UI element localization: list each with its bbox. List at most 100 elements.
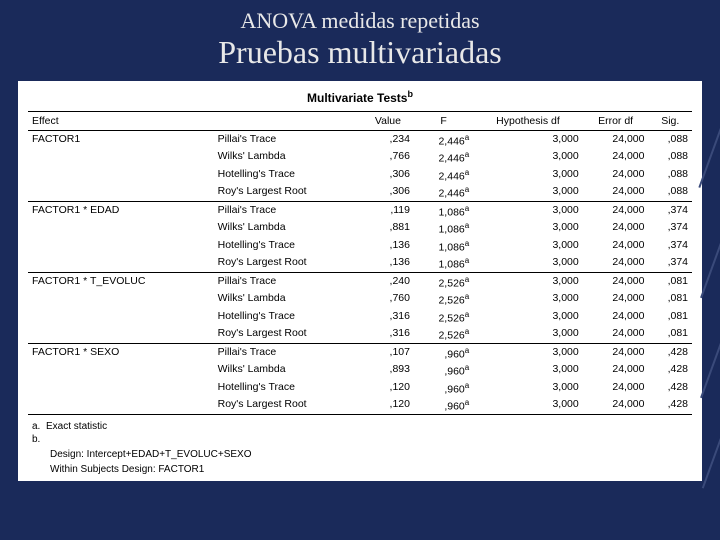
cell-edf: 24,000 — [583, 149, 649, 167]
cell-f: ,960a — [414, 344, 473, 362]
table-row: Roy's Largest Root,120,960a3,00024,000,4… — [28, 397, 692, 415]
cell-edf: 24,000 — [583, 326, 649, 344]
cell-test: Roy's Largest Root — [214, 326, 362, 344]
design-line-1: Design: Intercept+EDAD+T_EVOLUC+SEXO — [32, 449, 688, 460]
cell-edf: 24,000 — [583, 273, 649, 291]
table-row: FACTOR1 * EDADPillai's Trace,1191,086a3,… — [28, 202, 692, 220]
cell-edf: 24,000 — [583, 397, 649, 415]
cell-value: ,306 — [362, 166, 414, 184]
cell-f: 2,526a — [414, 273, 473, 291]
table-caption-text: Multivariate Tests — [307, 91, 407, 105]
cell-value: ,107 — [362, 344, 414, 362]
cell-test: Pillai's Trace — [214, 202, 362, 220]
cell-value: ,136 — [362, 237, 414, 255]
cell-f: ,960a — [414, 362, 473, 380]
multivariate-tests-table: Effect Value F Hypothesis df Error df Si… — [28, 111, 692, 415]
col-effect: Effect — [28, 112, 214, 131]
cell-effect — [28, 237, 214, 255]
cell-test: Wilks' Lambda — [214, 291, 362, 309]
cell-sig: ,428 — [648, 362, 692, 380]
cell-test: Roy's Largest Root — [214, 255, 362, 273]
cell-effect: FACTOR1 * T_EVOLUC — [28, 273, 214, 291]
cell-effect: FACTOR1 * EDAD — [28, 202, 214, 220]
cell-test: Hotelling's Trace — [214, 166, 362, 184]
cell-edf: 24,000 — [583, 362, 649, 380]
cell-sig: ,374 — [648, 202, 692, 220]
cell-test: Roy's Largest Root — [214, 184, 362, 202]
cell-sig: ,374 — [648, 255, 692, 273]
cell-hdf: 3,000 — [473, 220, 583, 238]
cell-value: ,766 — [362, 149, 414, 167]
cell-value: ,881 — [362, 220, 414, 238]
cell-edf: 24,000 — [583, 344, 649, 362]
cell-test: Hotelling's Trace — [214, 237, 362, 255]
cell-sig: ,081 — [648, 273, 692, 291]
cell-edf: 24,000 — [583, 131, 649, 149]
slide-subtitle: ANOVA medidas repetidas — [0, 8, 720, 34]
cell-effect: FACTOR1 * SEXO — [28, 344, 214, 362]
cell-sig: ,088 — [648, 166, 692, 184]
cell-f: 1,086a — [414, 255, 473, 273]
cell-hdf: 3,000 — [473, 326, 583, 344]
cell-test: Pillai's Trace — [214, 344, 362, 362]
cell-value: ,760 — [362, 291, 414, 309]
cell-value: ,119 — [362, 202, 414, 220]
table-row: Wilks' Lambda,7602,526a3,00024,000,081 — [28, 291, 692, 309]
cell-edf: 24,000 — [583, 220, 649, 238]
cell-test: Pillai's Trace — [214, 131, 362, 149]
cell-f: 1,086a — [414, 237, 473, 255]
table-row: Hotelling's Trace,1361,086a3,00024,000,3… — [28, 237, 692, 255]
table-row: FACTOR1 * T_EVOLUCPillai's Trace,2402,52… — [28, 273, 692, 291]
cell-hdf: 3,000 — [473, 291, 583, 309]
cell-effect — [28, 220, 214, 238]
cell-hdf: 3,000 — [473, 308, 583, 326]
cell-sig: ,374 — [648, 237, 692, 255]
cell-effect: FACTOR1 — [28, 131, 214, 149]
table-body: FACTOR1Pillai's Trace,2342,446a3,00024,0… — [28, 131, 692, 415]
cell-effect — [28, 397, 214, 415]
cell-effect — [28, 255, 214, 273]
table-caption-sup: b — [407, 89, 413, 99]
cell-hdf: 3,000 — [473, 166, 583, 184]
cell-test: Wilks' Lambda — [214, 149, 362, 167]
cell-edf: 24,000 — [583, 166, 649, 184]
cell-edf: 24,000 — [583, 184, 649, 202]
cell-hdf: 3,000 — [473, 202, 583, 220]
cell-value: ,240 — [362, 273, 414, 291]
cell-hdf: 3,000 — [473, 344, 583, 362]
cell-value: ,893 — [362, 362, 414, 380]
cell-edf: 24,000 — [583, 202, 649, 220]
cell-f: 2,526a — [414, 326, 473, 344]
cell-hdf: 3,000 — [473, 237, 583, 255]
table-row: Roy's Largest Root,1361,086a3,00024,000,… — [28, 255, 692, 273]
cell-f: 2,526a — [414, 308, 473, 326]
footnotes: a.Exact statistic b. Design: Intercept+E… — [28, 415, 692, 475]
cell-value: ,120 — [362, 379, 414, 397]
cell-value: ,234 — [362, 131, 414, 149]
cell-hdf: 3,000 — [473, 362, 583, 380]
cell-effect — [28, 326, 214, 344]
table-row: Wilks' Lambda,893,960a3,00024,000,428 — [28, 362, 692, 380]
table-header-row: Effect Value F Hypothesis df Error df Si… — [28, 112, 692, 131]
cell-f: ,960a — [414, 379, 473, 397]
table-row: Hotelling's Trace,3162,526a3,00024,000,0… — [28, 308, 692, 326]
footnote-a: a.Exact statistic — [32, 421, 688, 432]
col-sig: Sig. — [648, 112, 692, 131]
table-row: Roy's Largest Root,3062,446a3,00024,000,… — [28, 184, 692, 202]
cell-sig: ,428 — [648, 344, 692, 362]
cell-sig: ,088 — [648, 149, 692, 167]
cell-hdf: 3,000 — [473, 149, 583, 167]
table-row: Hotelling's Trace,120,960a3,00024,000,42… — [28, 379, 692, 397]
table-row: FACTOR1 * SEXOPillai's Trace,107,960a3,0… — [28, 344, 692, 362]
table-caption: Multivariate Testsb — [28, 89, 692, 105]
cell-sig: ,081 — [648, 291, 692, 309]
cell-test: Hotelling's Trace — [214, 379, 362, 397]
cell-sig: ,374 — [648, 220, 692, 238]
cell-edf: 24,000 — [583, 379, 649, 397]
cell-effect — [28, 308, 214, 326]
table-container: Multivariate Testsb Effect Value F Hypot… — [18, 81, 702, 481]
cell-f: 2,446a — [414, 166, 473, 184]
cell-test: Wilks' Lambda — [214, 362, 362, 380]
cell-edf: 24,000 — [583, 291, 649, 309]
table-row: Hotelling's Trace,3062,446a3,00024,000,0… — [28, 166, 692, 184]
